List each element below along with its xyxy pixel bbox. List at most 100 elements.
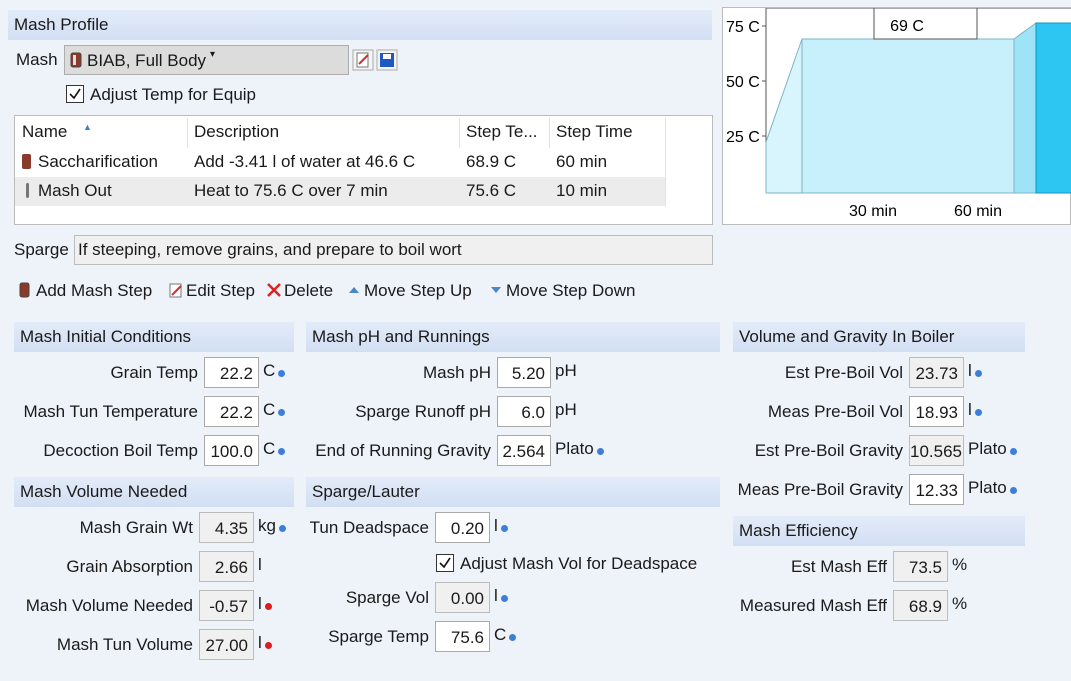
table-cell: Mash Out xyxy=(38,181,112,200)
save-mash-button[interactable] xyxy=(376,49,398,71)
field-label: Sparge Temp xyxy=(328,627,429,646)
field-input[interactable]: 12.33 xyxy=(909,474,964,505)
field-label: Mash Volume Needed xyxy=(25,596,193,615)
field-input[interactable]: 22.2 xyxy=(204,357,259,388)
field-input[interactable]: 22.2 xyxy=(204,396,259,427)
column-header[interactable]: Description xyxy=(194,122,280,141)
sparge-text[interactable]: If steeping, remove grains, and prepare … xyxy=(74,235,713,265)
status-dot xyxy=(596,448,604,455)
mash-out-area xyxy=(1035,22,1071,194)
check-mark xyxy=(69,88,81,100)
table-cell: 75.6 C xyxy=(466,181,517,200)
status-dot xyxy=(278,409,286,416)
field-label: Mash Grain Wt xyxy=(79,518,193,537)
field-unit: l xyxy=(494,516,498,535)
status-dot xyxy=(264,603,272,610)
field-input: 4.35 xyxy=(199,512,254,543)
hover-label: 69 C xyxy=(890,18,924,35)
y-axis-label: 75 C xyxy=(726,19,760,36)
field-input[interactable]: 0.20 xyxy=(435,512,490,543)
mash-label: Mash xyxy=(16,50,58,69)
toolbar-label: Add Mash Step xyxy=(36,281,153,300)
field-unit: Plato xyxy=(555,439,594,458)
step-icon xyxy=(22,154,31,169)
field-input[interactable]: 5.20 xyxy=(497,357,551,388)
field-unit: l xyxy=(258,594,262,613)
profile-chart: 75 C 50 C 25 C 30 min 60 min 69 C xyxy=(722,7,1071,225)
field-input[interactable]: 18.93 xyxy=(909,396,964,427)
sparge-label: Sparge xyxy=(14,240,69,259)
field-label: Est Pre-Boil Vol xyxy=(784,363,903,382)
section-header: Sparge/Lauter xyxy=(306,477,720,507)
adjust-temp-checkbox[interactable] xyxy=(66,85,84,103)
field-unit: C xyxy=(263,439,276,458)
table-row[interactable] xyxy=(15,177,665,206)
field-unit: l xyxy=(258,633,262,652)
status-dot xyxy=(509,634,517,641)
section-header: Mash pH and Runnings xyxy=(306,322,720,352)
field-input: 27.00 xyxy=(199,629,254,660)
y-axis-label: 25 C xyxy=(726,129,760,146)
field-label: Meas Pre-Boil Gravity xyxy=(737,480,903,499)
step-icon xyxy=(26,183,29,198)
mash-dropdown[interactable]: BIAB, Full Body ▾ xyxy=(64,45,349,75)
status-dot xyxy=(264,642,272,649)
field-input: 2.66 xyxy=(199,551,254,582)
status-dot xyxy=(1009,448,1017,455)
field-input: 73.5 xyxy=(893,551,948,582)
section-header: Mash Profile xyxy=(8,10,712,40)
table-cell: Heat to 75.6 C over 7 min xyxy=(194,181,388,200)
field-unit: pH xyxy=(555,361,577,380)
table-cell: 10 min xyxy=(556,181,608,200)
ramp-area xyxy=(1013,22,1037,194)
status-dot xyxy=(500,525,508,532)
field-unit: l xyxy=(494,586,498,605)
x-axis-label: 30 min xyxy=(849,203,897,220)
field-input: 0.00 xyxy=(435,582,490,613)
sort-arrow: ▲ xyxy=(83,122,92,132)
adjust-temp-label: Adjust Temp for Equip xyxy=(90,85,256,104)
field-unit: C xyxy=(494,625,507,644)
status-dot xyxy=(974,370,982,377)
field-input[interactable]: 6.0 xyxy=(497,396,551,427)
column-header[interactable]: Name xyxy=(22,122,68,141)
toolbar-label: Delete xyxy=(284,281,334,300)
status-dot xyxy=(278,370,286,377)
y-axis-label: 50 C xyxy=(726,74,760,91)
section-header: Mash Initial Conditions xyxy=(14,322,294,352)
section-header: Volume and Gravity In Boiler xyxy=(733,322,1025,352)
field-unit: l xyxy=(968,361,972,380)
field-unit: l xyxy=(258,555,262,574)
section-header: Mash Volume Needed xyxy=(14,477,294,507)
field-label: Sparge Runoff pH xyxy=(355,402,491,421)
field-unit: % xyxy=(952,594,968,613)
deadspace-checkbox[interactable] xyxy=(436,554,454,572)
deadspace-label: Adjust Mash Vol for Deadspace xyxy=(460,554,698,573)
field-input[interactable]: 2.564 xyxy=(497,435,551,466)
status-dot xyxy=(278,525,286,532)
field-label: Est Mash Eff xyxy=(790,557,887,576)
steps-table: Name Description Step Te... Step Time ▲ Sacch… xyxy=(14,115,713,225)
field-label: Sparge Vol xyxy=(345,588,429,607)
toolbar-label: Edit Step xyxy=(186,281,255,300)
field-input[interactable]: 100.0 xyxy=(204,435,259,466)
field-unit: Plato xyxy=(968,478,1007,497)
field-input: 23.73 xyxy=(909,357,964,388)
edit-mash-button[interactable] xyxy=(352,49,374,71)
section-header: Mash Efficiency xyxy=(733,516,1025,546)
table-cell: Saccharification xyxy=(38,152,159,171)
mash-icon xyxy=(70,52,82,68)
column-header[interactable]: Step Te... xyxy=(466,122,538,141)
field-input: 68.9 xyxy=(893,590,948,621)
table-row[interactable] xyxy=(15,148,665,177)
field-input[interactable]: 75.6 xyxy=(435,621,490,652)
dropdown-arrow: ▾ xyxy=(210,49,216,60)
status-dot xyxy=(278,448,286,455)
column-header[interactable]: Step Time xyxy=(556,122,633,141)
toolbar-icon xyxy=(19,282,30,298)
field-label: Measured Mash Eff xyxy=(739,596,887,615)
table-cell: 68.9 C xyxy=(466,152,517,171)
column-divider xyxy=(665,118,666,206)
field-input: 10.565 xyxy=(909,435,964,466)
